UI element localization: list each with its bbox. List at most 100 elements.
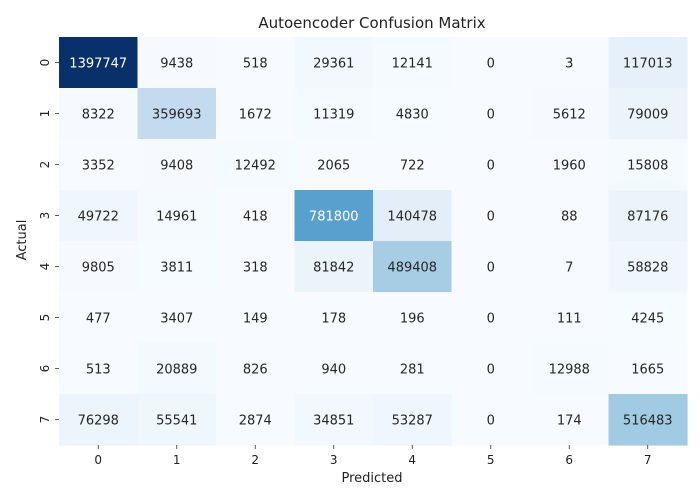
cell-value-label-4-7: 58828 bbox=[627, 261, 668, 276]
cell-value-label-7-6: 174 bbox=[557, 414, 582, 429]
heatmap-cell-0-3 bbox=[294, 37, 374, 89]
cell-value-label-0-5: 0 bbox=[487, 57, 495, 72]
cell-value-label-3-7: 87176 bbox=[627, 210, 668, 225]
cell-value-label-5-2: 149 bbox=[243, 312, 268, 327]
cell-value-label-7-0: 76298 bbox=[78, 414, 119, 429]
heatmap-cell-4-6 bbox=[530, 241, 610, 293]
y-tick-label-1: 1 bbox=[38, 110, 52, 118]
cell-value-label-0-1: 9438 bbox=[160, 57, 193, 72]
cell-value-label-5-4: 196 bbox=[400, 312, 425, 327]
x-tick-label-7: 7 bbox=[644, 453, 652, 467]
heatmap-cell-5-0 bbox=[59, 292, 139, 344]
y-axis-ticks: 0 1 2 3 4 5 6 7 bbox=[38, 59, 59, 424]
cell-value-label-6-6: 12988 bbox=[549, 363, 590, 378]
x-axis-ticks: 0 1 2 3 4 5 6 7 bbox=[94, 445, 652, 467]
heatmap-cell-2-2 bbox=[216, 139, 296, 191]
heatmap-cell-2-7 bbox=[608, 139, 688, 191]
heatmap-cell-1-1 bbox=[137, 88, 217, 140]
heatmap-cell-4-5 bbox=[451, 241, 531, 293]
heatmap-cell-4-0 bbox=[59, 241, 139, 293]
heatmap-cell-5-1 bbox=[137, 292, 217, 344]
heatmap-cell-6-5 bbox=[451, 343, 531, 395]
heatmap-cell-6-1 bbox=[137, 343, 217, 395]
heatmap-cell-6-0 bbox=[59, 343, 139, 395]
y-axis-label: Actual bbox=[15, 220, 30, 261]
heatmap-cell-3-2 bbox=[216, 190, 296, 242]
heatmap-cell-7-1 bbox=[137, 394, 217, 446]
cell-value-label-1-1: 359693 bbox=[152, 108, 202, 123]
heatmap-cell-1-7 bbox=[608, 88, 688, 140]
heatmap-cell-5-6 bbox=[530, 292, 610, 344]
heatmap-cell-5-4 bbox=[373, 292, 453, 344]
cell-value-label-6-7: 1665 bbox=[631, 363, 664, 378]
heatmap-cell-0-5 bbox=[451, 37, 531, 89]
heatmap-cell-7-5 bbox=[451, 394, 531, 446]
heatmap-cell-3-1 bbox=[137, 190, 217, 242]
heatmap-cell-0-4 bbox=[373, 37, 453, 89]
heatmap-cell-0-2 bbox=[216, 37, 296, 89]
x-axis-label: Predicted bbox=[341, 471, 402, 486]
heatmap-cell-5-3 bbox=[294, 292, 374, 344]
x-tick-label-0: 0 bbox=[94, 453, 102, 467]
cell-value-label-5-0: 477 bbox=[86, 312, 111, 327]
heatmap-cell-3-4 bbox=[373, 190, 453, 242]
heatmap-cell-5-5 bbox=[451, 292, 531, 344]
heatmap-cell-0-6 bbox=[530, 37, 610, 89]
cell-value-label-6-5: 0 bbox=[487, 363, 495, 378]
cell-value-label-4-3: 81842 bbox=[313, 261, 354, 276]
y-tick-label-7: 7 bbox=[38, 416, 52, 424]
cell-value-label-1-6: 5612 bbox=[553, 108, 586, 123]
cell-value-label-2-5: 0 bbox=[487, 159, 495, 174]
cell-value-label-4-1: 3811 bbox=[160, 261, 193, 276]
chart-title: Autoencoder Confusion Matrix bbox=[258, 14, 485, 32]
cell-value-label-6-3: 940 bbox=[321, 363, 346, 378]
cell-value-label-2-1: 9408 bbox=[160, 159, 193, 174]
cell-value-label-6-4: 281 bbox=[400, 363, 425, 378]
cell-value-label-7-1: 55541 bbox=[156, 414, 197, 429]
heatmap-cell-4-4 bbox=[373, 241, 453, 293]
heatmap-cell-3-6 bbox=[530, 190, 610, 242]
heatmap-cell-1-6 bbox=[530, 88, 610, 140]
heatmap-cell-2-5 bbox=[451, 139, 531, 191]
y-tick-label-5: 5 bbox=[38, 314, 52, 322]
heatmap-cell-2-6 bbox=[530, 139, 610, 191]
cell-value-label-7-3: 34851 bbox=[313, 414, 354, 429]
cell-value-label-3-0: 49722 bbox=[78, 210, 119, 225]
heatmap-cells: 1397747 9438 518 29361 12141 0 3 117013 8322 3596… bbox=[59, 37, 688, 446]
y-tick-label-4: 4 bbox=[38, 263, 52, 271]
cell-value-label-6-0: 513 bbox=[86, 363, 111, 378]
heatmap-cell-5-7 bbox=[608, 292, 688, 344]
heatmap-cell-5-2 bbox=[216, 292, 296, 344]
heatmap-cell-3-7 bbox=[608, 190, 688, 242]
cell-value-label-2-3: 2065 bbox=[317, 159, 350, 174]
cell-value-label-4-0: 9805 bbox=[82, 261, 115, 276]
cell-value-label-1-0: 8322 bbox=[82, 108, 115, 123]
cell-value-label-1-4: 4830 bbox=[396, 108, 429, 123]
cell-value-label-0-7: 117013 bbox=[623, 57, 673, 72]
cell-value-label-3-1: 14961 bbox=[156, 210, 197, 225]
cell-value-label-4-6: 7 bbox=[565, 261, 573, 276]
heatmap-cell-2-3 bbox=[294, 139, 374, 191]
heatmap-cell-7-6 bbox=[530, 394, 610, 446]
cell-value-label-3-5: 0 bbox=[487, 210, 495, 225]
cell-value-label-5-6: 111 bbox=[557, 312, 582, 327]
cell-value-label-7-7: 516483 bbox=[623, 414, 673, 429]
heatmap-cell-2-4 bbox=[373, 139, 453, 191]
cell-value-label-3-4: 140478 bbox=[387, 210, 437, 225]
heatmap-cell-6-2 bbox=[216, 343, 296, 395]
cell-value-label-7-4: 53287 bbox=[392, 414, 433, 429]
x-tick-label-1: 1 bbox=[173, 453, 181, 467]
heatmap-cell-6-7 bbox=[608, 343, 688, 395]
heatmap-cell-1-0 bbox=[59, 88, 139, 140]
heatmap-cell-1-2 bbox=[216, 88, 296, 140]
cell-value-label-1-3: 11319 bbox=[313, 108, 354, 123]
heatmap-cell-4-7 bbox=[608, 241, 688, 293]
y-tick-label-6: 6 bbox=[38, 365, 52, 373]
cell-value-label-4-5: 0 bbox=[487, 261, 495, 276]
heatmap-cell-1-3 bbox=[294, 88, 374, 140]
y-tick-label-3: 3 bbox=[38, 212, 52, 220]
heatmap-cell-7-3 bbox=[294, 394, 374, 446]
cell-value-label-4-4: 489408 bbox=[387, 261, 437, 276]
heatmap-cell-3-3 bbox=[294, 190, 374, 242]
